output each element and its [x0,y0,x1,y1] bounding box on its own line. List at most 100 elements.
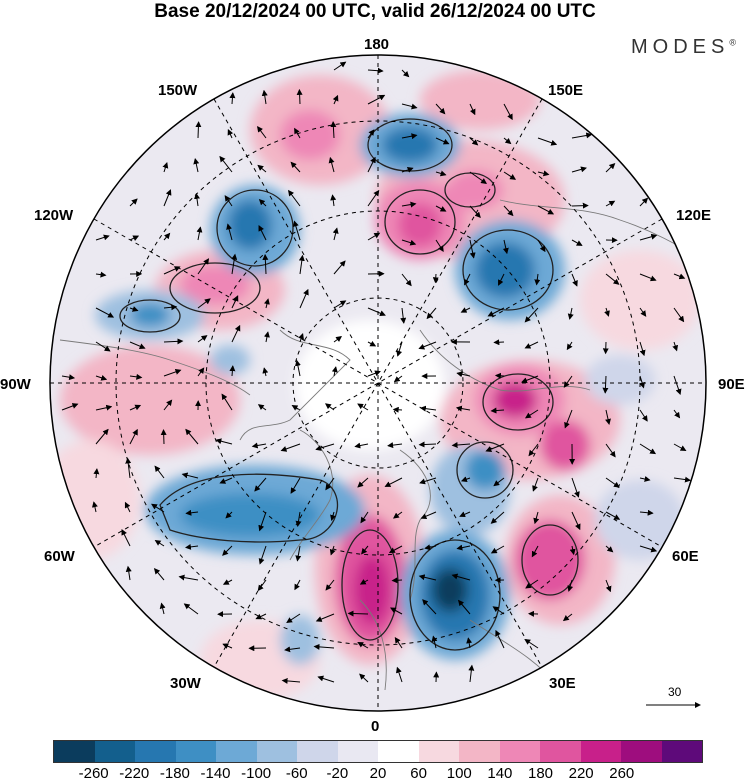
wind-arrow [361,545,369,555]
wind-arrow [226,223,233,241]
wind-arrow [95,307,115,318]
wind-arrow [61,403,79,411]
colorbar-swatch [297,741,338,762]
wind-arrow [537,239,546,253]
contour-lines [119,118,579,651]
wind-arrow [325,403,335,411]
brand-logo: MODES® [631,36,736,59]
wind-arrow [95,271,107,278]
wind-vectors [61,61,691,684]
label-60w: 60W [44,548,75,565]
wind-arrow [129,235,140,241]
wind-arrow [125,565,132,581]
wind-arrow [605,545,614,553]
wind-arrow [418,341,437,350]
wind-arrow [61,374,76,381]
wind-arrow [194,192,200,207]
wind-arrow [129,341,146,350]
wind-arrow [295,545,302,562]
wind-arrow [492,606,505,615]
wind-arrow [639,273,657,282]
wind-arrow [532,477,539,492]
wind-arrow [567,307,574,320]
wind-arrow [571,273,578,287]
wind-arrow [524,307,539,323]
wind-arrow [185,543,199,550]
wind-arrow [357,403,369,411]
wind-arrow [163,369,182,377]
brand-name: MODES [631,36,730,58]
wind-arrow [639,509,654,516]
wind-arrow [197,335,208,343]
wind-arrow [401,167,414,173]
wind-arrow [367,370,381,377]
wind-arrow [153,568,165,581]
wind-arrow [435,205,447,212]
wind-arrow [367,307,386,317]
wind-arrow [469,171,488,184]
wind-arrow [367,156,376,173]
wind-arrow [129,373,143,380]
wind-arrow [163,232,171,241]
wind-arrow [197,298,211,309]
wind-arrow [485,443,505,452]
label-30e: 30E [549,675,576,692]
wind-arrow [469,205,481,219]
wind-arrow [396,341,403,357]
wind-arrow [605,163,616,173]
wind-arrow [193,158,200,173]
wind-arrow [258,225,267,241]
wind-arrow [419,405,437,412]
wind-arrow [290,477,301,494]
wind-arrow [456,371,471,378]
wind-arrow [387,442,403,449]
wind-arrow [451,573,471,581]
wind-arrow [401,239,417,246]
wind-arrow [262,367,269,377]
wind-arrow [225,511,233,519]
colorbar-tick-label: -140 [200,765,231,782]
wind-arrow [469,137,479,146]
wind-arrow [315,613,335,622]
wind-arrow [258,545,267,565]
wind-arrow [464,273,471,286]
wind-arrow [451,442,471,448]
label-0: 0 [371,718,380,735]
wind-arrow [571,166,587,173]
wind-arrow [261,89,268,105]
wind-arrow [163,266,181,275]
wind-arrow [533,511,540,525]
wind-arrow [602,375,609,394]
wind-arrow [159,602,166,615]
wind-arrow [296,88,303,105]
wind-arrow [333,300,347,309]
wind-arrow [354,442,369,449]
label-90w: 90W [0,376,31,393]
wind-arrow [360,511,369,524]
wind-arrow [264,298,270,309]
wind-arrow [394,636,403,649]
wind-arrow [95,428,109,445]
wind-arrow [183,603,199,615]
wind-arrow [299,288,309,309]
wind-arrow [639,197,649,207]
wind-arrow [418,574,437,581]
label-150e: 150E [548,82,584,99]
wind-arrow [503,137,512,145]
wind-arrow [493,477,505,487]
wind-arrow [257,164,267,173]
wind-arrow [229,365,236,377]
wind-arrow [605,409,611,425]
wind-arrow [294,579,301,591]
wind-arrow [604,307,610,317]
wind-arrow [125,457,132,479]
colorbar-swatch [580,741,621,762]
label-180: 180 [364,36,390,53]
wind-arrow [672,341,679,352]
wind-arrow [567,579,574,592]
colorbar-tick-label: 100 [446,765,472,782]
wind-arrow [163,304,178,311]
wind-arrow [160,429,167,445]
label-150w: 150W [158,82,198,99]
